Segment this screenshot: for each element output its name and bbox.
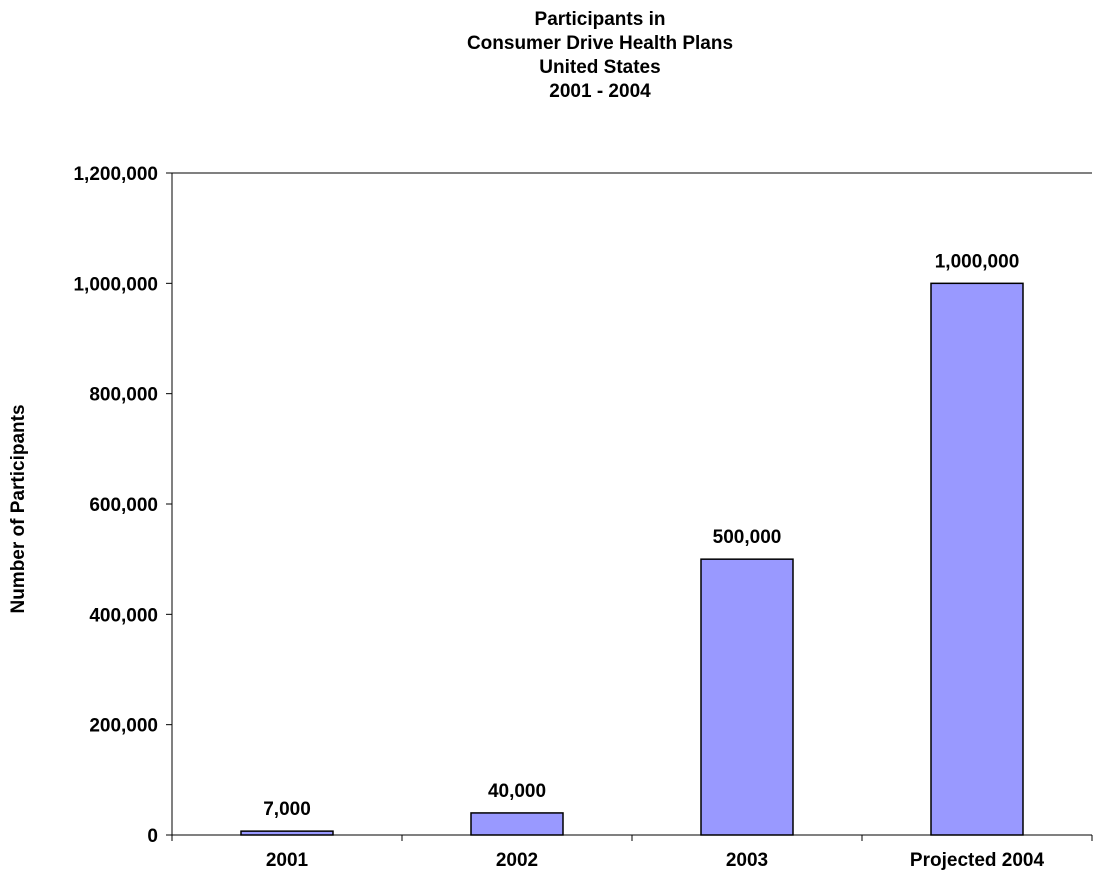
data-labels: 7,000 40,000 500,000 1,000,000 xyxy=(263,251,1019,820)
x-tick-label: 2002 xyxy=(496,850,538,871)
chart-title-line-3: United States xyxy=(539,57,661,78)
chart-title-line-1: Participants in xyxy=(534,9,666,30)
x-axis-ticks: 2001 2002 2003 Projected 2004 xyxy=(171,835,1093,871)
data-label: 1,000,000 xyxy=(935,251,1020,272)
chart-title-line-2: Consumer Drive Health Plans xyxy=(466,33,734,54)
x-tick-label: 2003 xyxy=(726,850,768,871)
bar xyxy=(470,812,564,836)
chart-title-line-4: 2001 - 2004 xyxy=(549,81,651,102)
x-tick-label: 2001 xyxy=(266,850,309,871)
data-label: 500,000 xyxy=(713,527,782,548)
y-tick-label: 1,000,000 xyxy=(73,274,158,295)
x-tick-label: Projected 2004 xyxy=(910,850,1045,871)
y-tick-label: 0 xyxy=(147,826,158,847)
bar xyxy=(930,282,1024,836)
y-tick-label: 1,200,000 xyxy=(73,164,158,185)
y-tick-label: 200,000 xyxy=(89,716,158,737)
data-label: 40,000 xyxy=(488,781,546,802)
chart-bars xyxy=(240,282,1024,836)
y-axis-label: Number of Participants xyxy=(8,404,29,613)
y-axis-ticks: 0 200,000 400,000 600,000 800,000 1,000,000 1,… xyxy=(73,164,172,847)
y-tick-label: 600,000 xyxy=(89,495,158,516)
data-label: 7,000 xyxy=(263,799,311,820)
bar xyxy=(240,830,334,836)
chart-title: Participants in Consumer Drive Health Pl… xyxy=(300,8,900,104)
y-tick-label: 800,000 xyxy=(89,385,158,406)
y-tick-label: 400,000 xyxy=(89,605,158,626)
bar xyxy=(700,558,794,836)
